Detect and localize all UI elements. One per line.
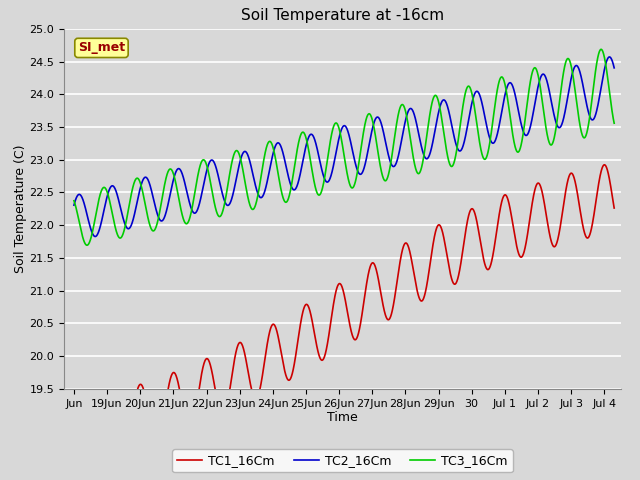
TC1_16Cm bbox=[301, 303, 308, 309]
X-axis label: Time: Time bbox=[327, 411, 358, 424]
TC2_16Cm bbox=[132, 206, 140, 212]
TC3_16Cm bbox=[83, 242, 91, 248]
TC3_16Cm bbox=[70, 198, 78, 204]
Line: TC1_16Cm: TC1_16Cm bbox=[74, 165, 614, 462]
TC1_16Cm bbox=[541, 208, 549, 214]
TC2_16Cm bbox=[611, 65, 618, 71]
TC2_16Cm bbox=[605, 54, 613, 60]
TC1_16Cm bbox=[600, 162, 608, 168]
Line: TC2_16Cm: TC2_16Cm bbox=[74, 57, 614, 237]
TC3_16Cm bbox=[611, 120, 618, 126]
TC3_16Cm bbox=[600, 52, 608, 58]
TC2_16Cm bbox=[277, 144, 285, 150]
TC2_16Cm bbox=[92, 234, 99, 240]
TC3_16Cm bbox=[597, 47, 605, 52]
TC2_16Cm bbox=[164, 203, 172, 208]
Text: SI_met: SI_met bbox=[78, 41, 125, 54]
TC2_16Cm bbox=[541, 74, 549, 80]
Legend: TC1_16Cm, TC2_16Cm, TC3_16Cm: TC1_16Cm, TC2_16Cm, TC3_16Cm bbox=[172, 449, 513, 472]
TC1_16Cm bbox=[600, 162, 607, 168]
TC1_16Cm bbox=[132, 394, 140, 399]
TC1_16Cm bbox=[86, 459, 94, 465]
TC3_16Cm bbox=[164, 169, 172, 175]
Title: Soil Temperature at -16cm: Soil Temperature at -16cm bbox=[241, 9, 444, 24]
Line: TC3_16Cm: TC3_16Cm bbox=[74, 49, 614, 245]
TC3_16Cm bbox=[541, 122, 549, 128]
TC2_16Cm bbox=[70, 202, 78, 208]
TC1_16Cm bbox=[164, 388, 172, 394]
TC2_16Cm bbox=[301, 149, 308, 155]
TC3_16Cm bbox=[132, 176, 140, 182]
TC1_16Cm bbox=[277, 350, 285, 356]
TC1_16Cm bbox=[611, 205, 618, 211]
Y-axis label: Soil Temperature (C): Soil Temperature (C) bbox=[13, 144, 27, 273]
TC3_16Cm bbox=[277, 188, 285, 194]
TC1_16Cm bbox=[70, 400, 78, 406]
TC3_16Cm bbox=[301, 131, 308, 137]
TC2_16Cm bbox=[600, 70, 607, 76]
